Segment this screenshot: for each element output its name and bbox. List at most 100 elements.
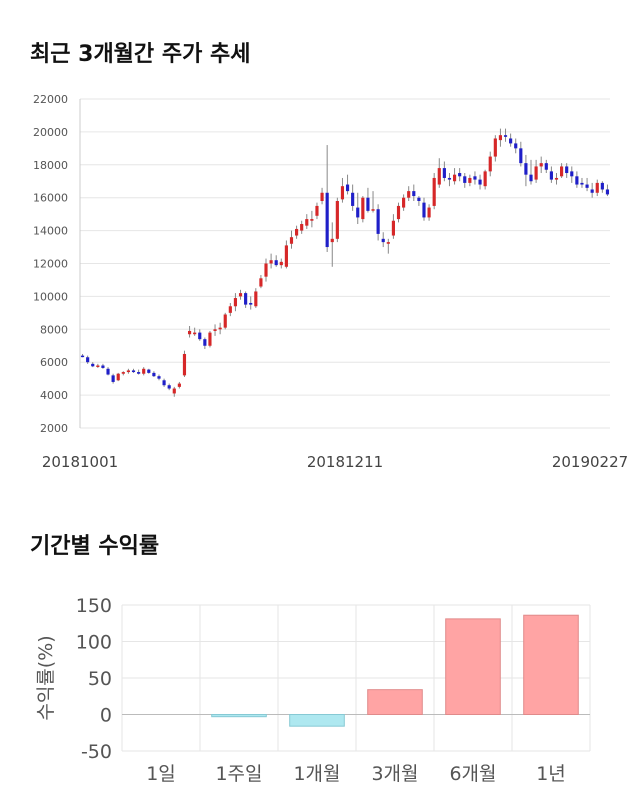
x-tick-label: 1일 [146,763,176,785]
candle-body [600,182,604,190]
x-tick-label: 20190227 [552,453,628,471]
y-tick-label: -50 [81,741,112,763]
y-tick-label: 16000 [33,192,68,205]
candle-body [111,375,115,382]
candle-body [218,327,222,330]
candle-body [351,192,355,206]
candle-body [315,205,319,216]
candle-body [305,219,309,226]
y-tick-label: 14000 [33,225,68,238]
candle-body [575,176,579,185]
candle-body [96,365,100,367]
candle-body [417,197,421,201]
candle-body [126,370,130,373]
candle-body [493,138,497,157]
y-tick-label: 50 [88,668,112,690]
candle-body [361,197,365,220]
candle-body [524,163,528,175]
candle-body [345,184,350,192]
return-bar [523,614,579,715]
candle-body [447,177,452,180]
y-tick-label: 4000 [40,389,68,402]
candle-body [386,242,390,244]
y-tick-label: 18000 [33,159,68,172]
candle-body [519,148,523,164]
return-bar [367,689,423,715]
candle-body [121,372,125,374]
candle-body [473,176,477,180]
candle-body [249,302,253,305]
candle-body [580,182,584,185]
candle-body [570,171,574,177]
y-tick-label: 100 [76,632,112,654]
candle-body [478,179,482,185]
candle-body [376,209,380,234]
candle-body [565,166,569,174]
candle-body [483,171,487,187]
candle-body [544,163,548,170]
x-tick-label: 20181211 [307,453,383,471]
candle-body [340,186,345,200]
candle-body [498,135,503,141]
candle-body [101,365,105,368]
y-tick-label: 2000 [40,422,68,435]
candle-body [177,383,181,387]
candle-body [488,156,492,172]
candle-body [182,353,187,376]
candle-body [131,370,136,373]
candle-body [310,219,314,221]
candle-body [534,166,538,180]
candle-body [106,368,110,375]
candle-body [147,369,151,373]
candle-body [295,228,299,236]
y-tick-label: 22000 [33,93,68,106]
candle-body [585,184,589,188]
candle-body [503,135,508,137]
candle-body [228,306,232,313]
return-bar [211,714,267,718]
candle-body [432,177,436,206]
candle-body [284,245,288,267]
candle-body [366,197,370,211]
candle-body [514,143,518,149]
candle-body [116,373,120,381]
candle-body [91,363,95,367]
candle-body [137,372,141,374]
candle-body [320,192,324,201]
candle-body [259,278,263,287]
candle-body [152,372,156,377]
candle-body [142,368,146,374]
candle-body [381,238,385,243]
price-chart-title: 최근 3개월간 주가 추세 [30,42,251,67]
candle-body [233,298,238,307]
candle-body [330,238,334,243]
candle-body [279,261,283,266]
candle-body [427,207,431,218]
candle-body [162,380,166,386]
candle-body [269,260,273,264]
candle-body [223,314,227,328]
y-tick-label: 10000 [33,290,68,303]
x-tick-label: 1주일 [215,763,262,785]
candle-body [335,200,339,239]
candle-body [402,197,406,208]
candle-body [407,191,411,198]
y-tick-label: 0 [100,705,112,727]
candle-body [412,191,416,197]
return-bar [445,618,501,715]
candle-body [86,357,90,363]
candle-body [254,291,258,307]
candle-body [437,168,441,185]
x-tick-label: 3개월 [371,763,418,785]
candle-body [391,220,395,236]
candle-body [458,173,462,177]
candle-body [539,163,543,167]
returns-chart-title: 기간별 수익률 [30,534,160,559]
candle-body [442,168,446,178]
candle-body [172,388,176,394]
candle-body [274,260,278,266]
y-tick-label: 12000 [33,258,68,271]
candle-body [560,166,564,177]
candle-body [80,355,85,358]
